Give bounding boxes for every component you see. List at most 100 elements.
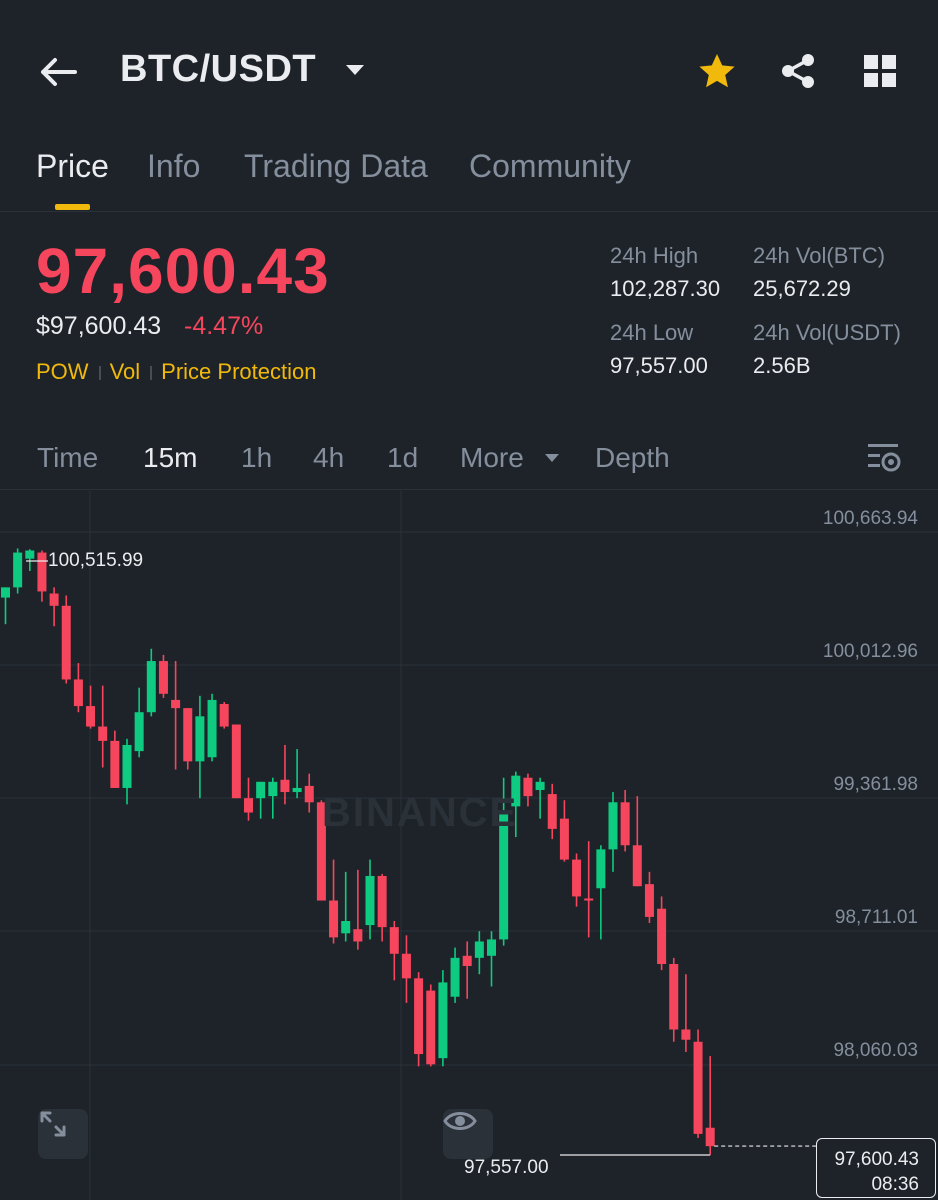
chevron-down-icon[interactable] [544,452,560,464]
arrow-left-icon [41,58,77,86]
last-price: 97,600.43 [36,235,330,307]
tab-trading-data[interactable]: Trading Data [244,148,428,184]
grid-icon [864,55,896,87]
tag-vol[interactable]: Vol [109,359,141,384]
candle-body [584,898,594,901]
candle-body [171,699,181,709]
candle-body [329,900,339,938]
tab-community[interactable]: Community [469,148,631,184]
tab-price[interactable]: Price [36,148,109,184]
y-axis-label: 99,361.98 [833,774,918,795]
candle-body [644,884,654,917]
last-price-marker: 97,600.43 08:36 [816,1138,936,1198]
pair-title[interactable]: BTC/USDT [120,48,317,90]
candle-body [292,787,302,793]
stat-low-value: 97,557.00 [610,353,708,378]
candle-body [207,699,217,758]
stat-high-value: 102,287.30 [610,276,721,301]
candle-body [608,802,618,850]
back-button[interactable] [36,50,82,94]
candle-body [316,802,326,901]
candle-body [195,716,205,762]
y-axis-label: 98,060.03 [833,1040,918,1061]
candle-body [681,1029,691,1040]
tag-row: POW Vol Price Protection [36,359,316,385]
chart-max-label: 100,515.99 [48,550,144,571]
chart-watermark: BINANCE [322,791,519,835]
tag-pow[interactable]: POW [36,359,89,384]
candle-body [559,818,569,860]
interval-1h[interactable]: 1h [241,442,273,473]
chart-canvas[interactable] [0,491,938,1200]
candle-body [49,593,59,606]
candle-body [657,908,667,964]
stat-low-label: 24h Low [610,320,694,345]
interval-more[interactable]: More [460,442,524,473]
candle-body [572,859,582,897]
candle-body [341,921,351,934]
y-axis-label: 98,711.01 [834,907,918,928]
candle-body [620,802,630,846]
candle-body [268,781,278,797]
candle-countdown: 08:36 [871,1174,919,1195]
stat-vol-btc-value: 25,672.29 [753,276,851,301]
top-bar: BTC/USDT [0,0,938,140]
candle-body [632,845,642,887]
share-button[interactable] [777,50,819,92]
candle-body [134,712,144,752]
candle-body [705,1127,715,1147]
interval-time[interactable]: Time [37,442,99,473]
y-axis-label: 100,012.96 [822,641,918,662]
stat-vol-usdt-value: 2.56B [753,353,811,378]
expand-chart-button[interactable] [38,1109,88,1159]
candle-body [231,724,241,799]
chevron-down-icon[interactable] [344,62,366,78]
candle-body [438,982,448,1059]
grid-button[interactable] [859,50,901,92]
interval-4h[interactable]: 4h [313,442,345,473]
last-price-value: 97,600.43 [834,1149,919,1170]
interval-depth[interactable]: Depth [595,442,670,473]
candle-body [547,794,557,829]
candlestick-chart[interactable]: BINANCE 100,663.94 100,012.96 99,361.98 … [0,491,938,1200]
candle-body [1,587,10,598]
tag-price-protection[interactable]: Price Protection [161,359,317,384]
tab-info[interactable]: Info [147,148,201,184]
candle-body [450,957,460,997]
star-icon [699,54,735,88]
active-tab-indicator [55,204,90,210]
chart-settings-icon[interactable] [866,440,902,476]
candle-body [462,955,472,967]
share-icon [782,54,814,88]
candle-body [353,929,363,942]
visibility-toggle-button[interactable] [443,1109,493,1159]
usd-price: $97,600.43 [36,312,162,340]
candle-body [86,706,96,727]
interval-1d[interactable]: 1d [387,442,419,473]
candle-body [98,726,108,741]
candle-body [280,779,290,793]
candle-body [377,875,387,928]
price-change-percent: -4.47% [184,312,264,340]
candle-body [535,781,545,791]
tag-divider [98,366,101,381]
candle-body [37,552,47,592]
candle-body [183,708,193,762]
candle-body [523,777,533,797]
expand-icon [40,1111,66,1137]
eye-icon [443,1112,477,1130]
candle-body [73,679,83,707]
candle-body [158,661,168,694]
candle-body [146,661,156,713]
candle-body [693,1041,703,1134]
candle-body [219,704,229,727]
stat-vol-usdt-label: 24h Vol(USDT) [753,320,901,345]
interval-bar: Time 15m 1h 4h 1d More Depth [0,430,938,490]
favorite-button[interactable] [696,50,738,92]
stat-high-label: 24h High [610,243,699,268]
candle-body [110,740,120,788]
candle-body [596,849,606,889]
interval-15m[interactable]: 15m [143,442,198,473]
candle-body [304,785,314,803]
main-tabs: Price Info Trading Data Community [0,140,938,212]
